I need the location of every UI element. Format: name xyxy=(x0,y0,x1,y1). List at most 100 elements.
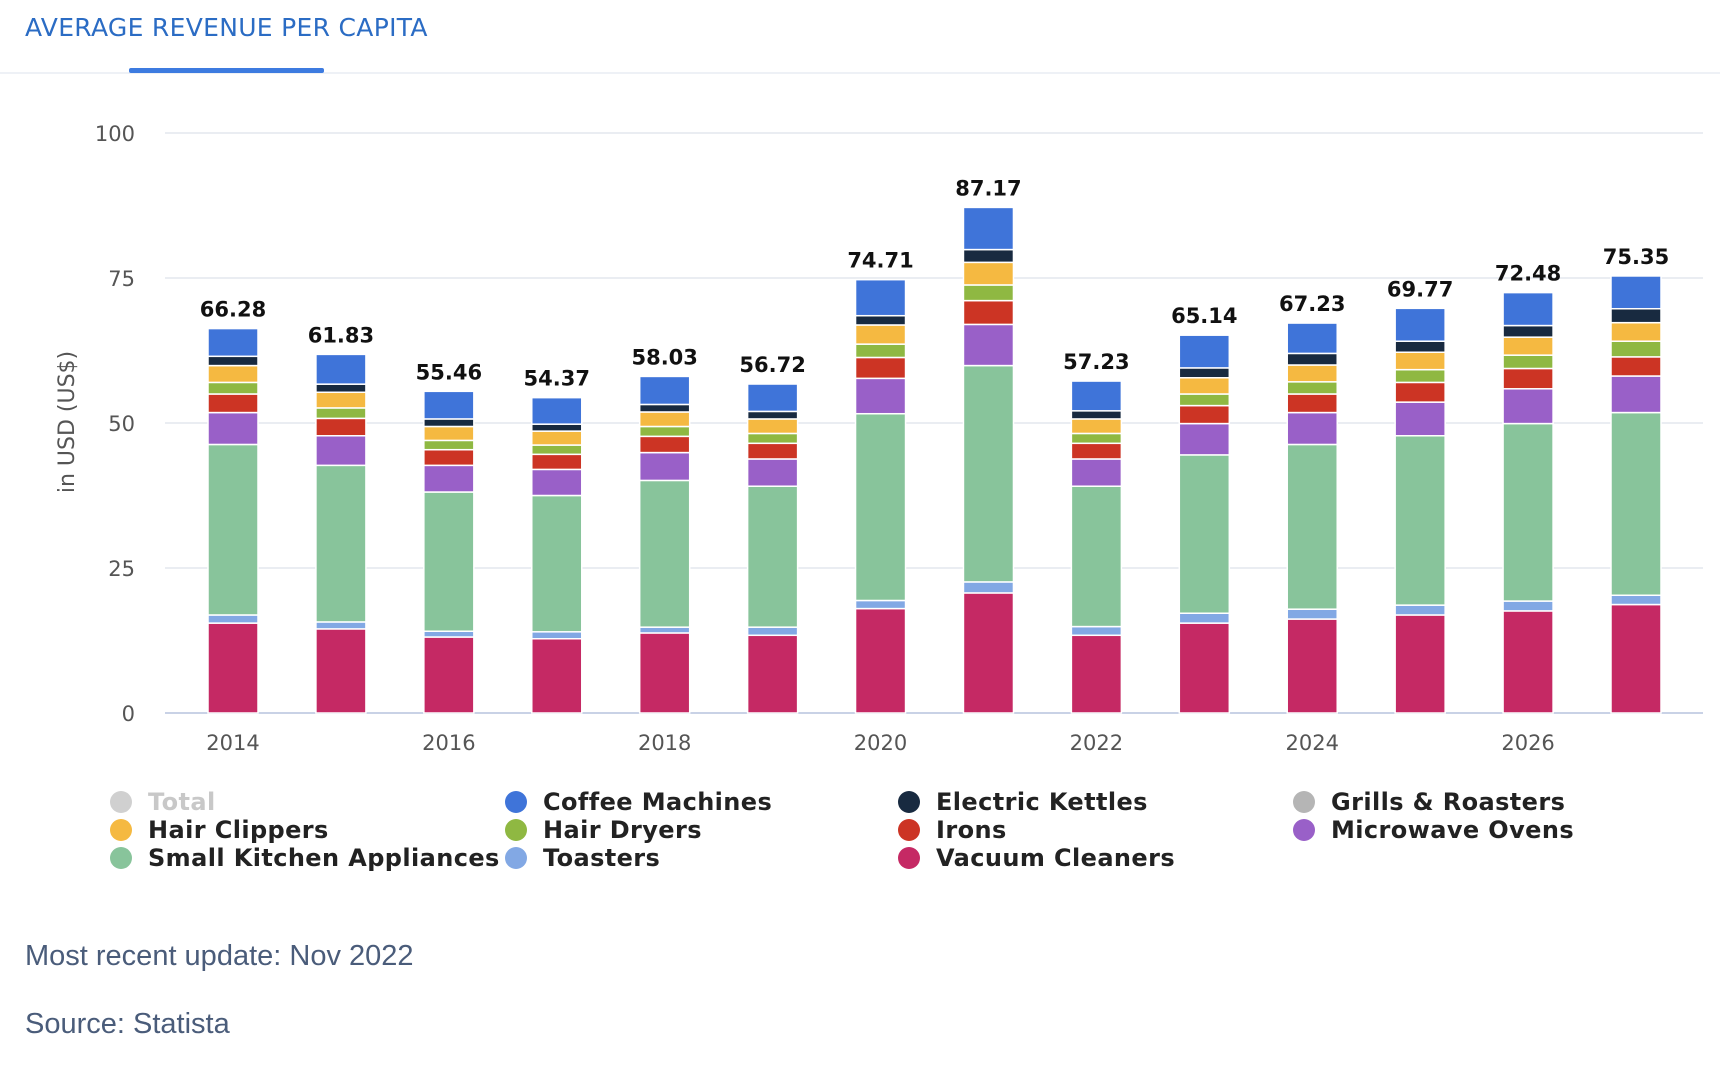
bar-segment-hair-dryers[interactable] xyxy=(1610,340,1662,358)
bar-segment-small-kitchen-appliances[interactable] xyxy=(315,464,367,623)
bar-segment-microwave-ovens[interactable] xyxy=(531,468,583,497)
bar-stack-2022[interactable] xyxy=(1070,380,1123,714)
bar-segment-coffee-machines[interactable] xyxy=(423,390,475,420)
bar-segment-small-kitchen-appliances[interactable] xyxy=(1070,485,1123,628)
bar-segment-irons[interactable] xyxy=(1286,393,1338,414)
bar-segment-electric-kettles[interactable] xyxy=(1610,307,1662,324)
bar-segment-toasters[interactable] xyxy=(1286,608,1338,620)
bar-stack-2014[interactable] xyxy=(207,327,259,714)
bar-segment-microwave-ovens[interactable] xyxy=(638,451,691,482)
bar-segment-hair-clippers[interactable] xyxy=(746,418,799,435)
bar-segment-vacuum-cleaners[interactable] xyxy=(315,628,367,714)
bar-segment-coffee-machines[interactable] xyxy=(746,383,799,413)
legend-item-total[interactable]: Total xyxy=(110,788,216,816)
bar-segment-small-kitchen-appliances[interactable] xyxy=(746,485,799,628)
bar-segment-hair-dryers[interactable] xyxy=(531,444,583,456)
bar-segment-vacuum-cleaners[interactable] xyxy=(1394,614,1446,714)
bar-segment-coffee-machines[interactable] xyxy=(1286,322,1338,355)
bar-segment-hair-clippers[interactable] xyxy=(207,364,259,384)
bar-segment-microwave-ovens[interactable] xyxy=(854,377,907,415)
bar-segment-electric-kettles[interactable] xyxy=(746,410,799,420)
bar-segment-microwave-ovens[interactable] xyxy=(1178,422,1231,456)
legend-item-small-kitchen-appliances[interactable]: Small Kitchen Appliances xyxy=(110,844,500,872)
bar-segment-vacuum-cleaners[interactable] xyxy=(638,632,691,714)
bar-segment-electric-kettles[interactable] xyxy=(1070,410,1123,420)
bar-segment-irons[interactable] xyxy=(1502,367,1554,390)
bar-segment-irons[interactable] xyxy=(1394,381,1446,403)
bar-segment-hair-clippers[interactable] xyxy=(962,261,1015,286)
bar-segment-electric-kettles[interactable] xyxy=(531,423,583,432)
bar-stack-2024[interactable] xyxy=(1286,322,1338,714)
bar-segment-vacuum-cleaners[interactable] xyxy=(854,607,907,714)
bar-segment-vacuum-cleaners[interactable] xyxy=(1610,603,1662,714)
bar-segment-hair-dryers[interactable] xyxy=(1070,432,1123,445)
bar-stack-2023[interactable] xyxy=(1178,334,1231,714)
bar-segment-toasters[interactable] xyxy=(638,626,691,634)
bar-segment-irons[interactable] xyxy=(746,442,799,460)
bar-segment-small-kitchen-appliances[interactable] xyxy=(1502,422,1554,602)
bar-segment-hair-dryers[interactable] xyxy=(315,407,367,420)
bar-segment-electric-kettles[interactable] xyxy=(315,383,367,394)
bar-segment-vacuum-cleaners[interactable] xyxy=(423,636,475,714)
bar-segment-hair-dryers[interactable] xyxy=(854,343,907,359)
bar-segment-electric-kettles[interactable] xyxy=(1502,324,1554,338)
bar-stack-2018[interactable] xyxy=(638,375,691,714)
bar-segment-small-kitchen-appliances[interactable] xyxy=(1394,435,1446,606)
tab-average-revenue-per-capita[interactable]: AVERAGE REVENUE PER CAPITA xyxy=(25,13,428,42)
bar-segment-toasters[interactable] xyxy=(207,614,259,624)
bar-segment-irons[interactable] xyxy=(1610,356,1662,377)
bar-segment-hair-dryers[interactable] xyxy=(1178,393,1231,407)
bar-segment-microwave-ovens[interactable] xyxy=(1070,458,1123,487)
bar-segment-toasters[interactable] xyxy=(315,621,367,630)
bar-stack-2019[interactable] xyxy=(746,383,799,714)
bar-segment-toasters[interactable] xyxy=(1178,612,1231,624)
bar-segment-vacuum-cleaners[interactable] xyxy=(962,592,1015,714)
bar-segment-microwave-ovens[interactable] xyxy=(315,435,367,467)
bar-segment-small-kitchen-appliances[interactable] xyxy=(423,491,475,632)
bar-segment-hair-clippers[interactable] xyxy=(1610,321,1662,342)
bar-segment-small-kitchen-appliances[interactable] xyxy=(1286,443,1338,610)
bar-segment-hair-dryers[interactable] xyxy=(207,381,259,395)
bar-segment-vacuum-cleaners[interactable] xyxy=(1502,610,1554,714)
bar-segment-microwave-ovens[interactable] xyxy=(423,464,475,493)
bar-segment-hair-dryers[interactable] xyxy=(1394,368,1446,384)
legend-item-hair-dryers[interactable]: Hair Dryers xyxy=(505,816,702,844)
bar-segment-irons[interactable] xyxy=(1178,404,1231,425)
bar-segment-hair-dryers[interactable] xyxy=(962,284,1015,302)
bar-segment-electric-kettles[interactable] xyxy=(962,248,1015,264)
bar-segment-hair-clippers[interactable] xyxy=(423,425,475,442)
legend-item-irons[interactable]: Irons xyxy=(898,816,1007,844)
bar-segment-electric-kettles[interactable] xyxy=(207,355,259,367)
bar-segment-small-kitchen-appliances[interactable] xyxy=(531,494,583,633)
bar-segment-microwave-ovens[interactable] xyxy=(962,323,1015,367)
legend-item-hair-clippers[interactable]: Hair Clippers xyxy=(110,816,329,844)
bar-segment-vacuum-cleaners[interactable] xyxy=(746,634,799,714)
bar-segment-irons[interactable] xyxy=(962,299,1015,326)
bar-segment-small-kitchen-appliances[interactable] xyxy=(638,479,691,628)
bar-segment-small-kitchen-appliances[interactable] xyxy=(207,443,259,616)
legend-item-microwave-ovens[interactable]: Microwave Ovens xyxy=(1293,816,1574,844)
bar-segment-electric-kettles[interactable] xyxy=(1286,352,1338,366)
bar-stack-2017[interactable] xyxy=(531,396,583,714)
bar-segment-hair-clippers[interactable] xyxy=(1178,377,1231,395)
bar-segment-microwave-ovens[interactable] xyxy=(1502,388,1554,425)
bar-segment-toasters[interactable] xyxy=(746,626,799,637)
bar-segment-small-kitchen-appliances[interactable] xyxy=(962,364,1015,583)
bar-segment-electric-kettles[interactable] xyxy=(423,418,475,428)
bar-segment-small-kitchen-appliances[interactable] xyxy=(1178,454,1231,614)
legend-item-grills-roasters[interactable]: Grills & Roasters xyxy=(1293,788,1565,816)
bar-stack-2025[interactable] xyxy=(1394,307,1446,714)
bar-segment-electric-kettles[interactable] xyxy=(1394,340,1446,353)
legend-item-vacuum-cleaners[interactable]: Vacuum Cleaners xyxy=(898,844,1175,872)
bar-segment-toasters[interactable] xyxy=(1502,600,1554,612)
bar-segment-small-kitchen-appliances[interactable] xyxy=(1610,411,1662,597)
bar-segment-irons[interactable] xyxy=(315,417,367,437)
bar-segment-microwave-ovens[interactable] xyxy=(1610,375,1662,414)
bar-stack-2021[interactable] xyxy=(962,206,1015,714)
bar-stack-2027[interactable] xyxy=(1610,275,1662,714)
bar-segment-toasters[interactable] xyxy=(1070,625,1123,637)
bar-segment-vacuum-cleaners[interactable] xyxy=(1070,634,1123,714)
legend-item-toasters[interactable]: Toasters xyxy=(505,844,660,872)
bar-segment-hair-clippers[interactable] xyxy=(315,391,367,409)
bar-stack-2015[interactable] xyxy=(315,353,367,714)
